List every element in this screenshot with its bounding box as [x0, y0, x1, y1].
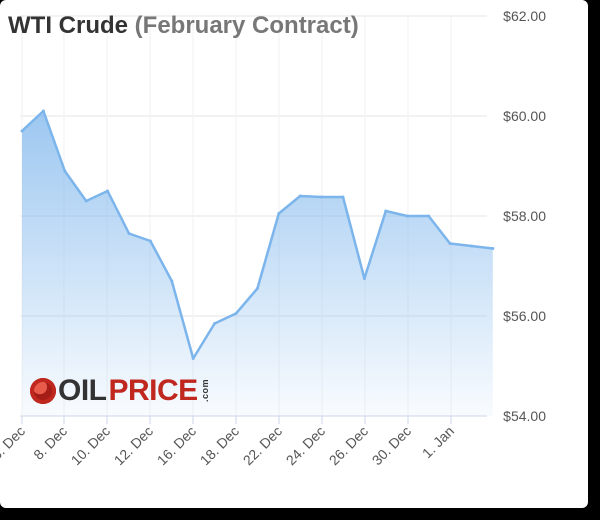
data-point [106, 189, 110, 193]
chart-title-main: WTI Crude [8, 12, 128, 39]
x-tick-label: 30. Dec [369, 423, 414, 468]
data-point [41, 109, 45, 113]
x-tick-label: 24. Dec [283, 423, 328, 468]
data-point [63, 169, 67, 173]
x-tick-label: 22. Dec [240, 423, 285, 468]
logo-text-oil: OIL [58, 374, 107, 407]
data-point [213, 322, 217, 325]
series-area [20, 109, 495, 416]
x-tick-label: 18. Dec [197, 423, 242, 468]
chart-title: WTI Crude (February Contract) [8, 12, 359, 40]
chart-card: $54.00 $56.00 $58.00 $60.00 $62.00 6. Dec 8. … [0, 0, 588, 508]
x-tick-label: 8. Dec [30, 423, 70, 463]
data-point [320, 195, 324, 199]
x-tick-label: 10. Dec [68, 423, 113, 468]
data-point [170, 279, 174, 283]
data-point [469, 244, 473, 248]
data-point [384, 209, 388, 213]
data-point [341, 195, 345, 199]
data-point [255, 287, 259, 290]
y-tick-label: $56.00 [503, 308, 546, 324]
x-tick-label: 26. Dec [326, 423, 371, 468]
data-point [298, 194, 302, 198]
data-point [234, 312, 238, 315]
data-point [127, 232, 131, 235]
oil-drop-icon [30, 378, 56, 404]
y-axis: $54.00 $56.00 $58.00 $60.00 $62.00 [503, 8, 546, 424]
data-point [491, 247, 495, 250]
y-tick-label: $54.00 [503, 408, 546, 424]
y-tick-label: $62.00 [503, 8, 546, 24]
data-point [191, 357, 195, 360]
y-tick-label: $60.00 [503, 108, 546, 124]
x-axis [20, 415, 487, 424]
logo-text-price: PRICE [108, 374, 199, 407]
data-point [362, 277, 366, 280]
data-point [148, 239, 152, 243]
oilprice-logo: OIL PRICE .com [30, 373, 210, 409]
data-point [20, 129, 24, 133]
data-point [405, 214, 409, 218]
data-point [427, 214, 431, 218]
chart-title-subtitle: (February Contract) [134, 12, 359, 39]
data-point [84, 199, 88, 203]
x-tick-label: 6. Dec [0, 423, 28, 463]
x-tick-label: 12. Dec [111, 423, 156, 468]
x-tick-label: 16. Dec [154, 423, 199, 468]
x-tick-label: 1. Jan [419, 423, 457, 461]
logo-text-com: .com [199, 379, 210, 403]
y-tick-label: $58.00 [503, 208, 546, 224]
chart-area: $54.00 $56.00 $58.00 $60.00 $62.00 6. Dec 8. … [0, 8, 546, 468]
data-point [448, 242, 452, 245]
data-point [277, 212, 281, 215]
series-area-fill [22, 111, 493, 416]
